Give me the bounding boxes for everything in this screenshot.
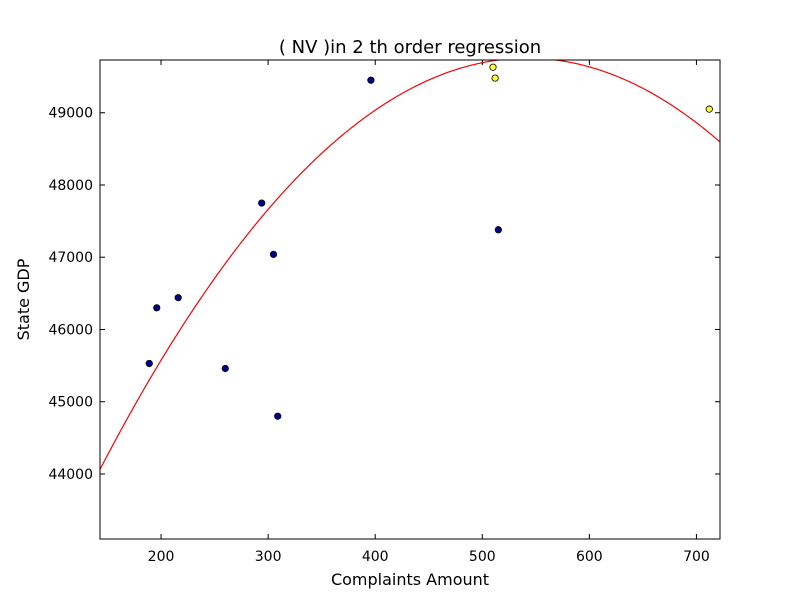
regression-curve: [100, 60, 720, 470]
x-tick-label: 600: [576, 549, 603, 565]
x-tick-label: 400: [362, 549, 389, 565]
points-layer: [145, 63, 713, 420]
chart-title: ( NV )in 2 th order regression: [279, 37, 541, 58]
data-point-series-1: [174, 294, 182, 302]
y-axis-label: State GDP: [14, 258, 33, 340]
data-point-series-1: [221, 364, 229, 373]
data-point-series-2: [705, 105, 713, 113]
x-tick-label: 300: [255, 549, 282, 565]
data-point-series-2: [491, 74, 499, 82]
data-point-series-1: [274, 412, 282, 420]
x-axis-label: Complaints Amount: [331, 570, 489, 589]
y-tick-label: 47000: [48, 250, 93, 266]
data-point-series-1: [494, 226, 502, 234]
data-point-series-1: [153, 304, 161, 312]
plot-frame: [99, 59, 721, 540]
y-tick-label: 49000: [48, 106, 93, 122]
data-point-series-1: [258, 199, 266, 207]
x-tick-label: 700: [683, 549, 710, 565]
y-tick-label: 46000: [48, 322, 93, 338]
y-axis: 44000 45000 46000 47000 48000 49000: [48, 106, 720, 483]
data-point-series-2: [489, 63, 497, 71]
data-point-series-1: [145, 359, 153, 368]
y-tick-label: 45000: [48, 395, 93, 411]
regression-layer: [100, 60, 720, 470]
x-tick-label: 200: [148, 549, 175, 565]
y-tick-label: 48000: [48, 178, 93, 194]
data-point-series-1: [367, 76, 375, 84]
x-tick-label: 500: [469, 549, 496, 565]
data-point-series-1: [269, 250, 278, 258]
x-axis: 200 300 400 500 600 700: [148, 60, 710, 565]
y-tick-label: 44000: [48, 467, 93, 483]
